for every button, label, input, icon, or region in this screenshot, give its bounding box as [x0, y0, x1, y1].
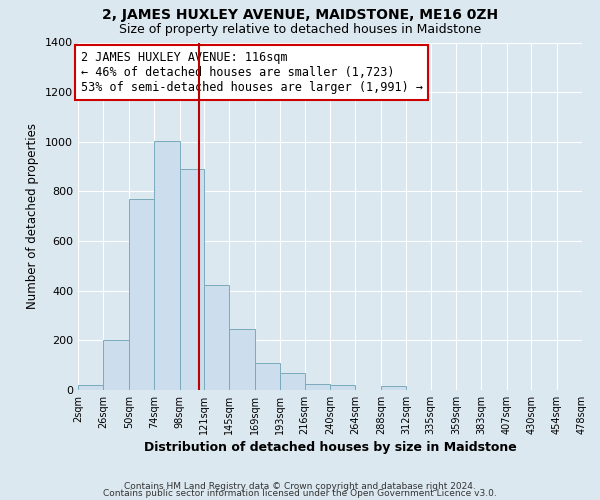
Bar	[129, 199, 154, 390]
X-axis label: Distribution of detached houses by size in Maidstone: Distribution of detached houses by size …	[143, 441, 517, 454]
Bar	[179, 169, 204, 390]
Bar	[103, 340, 129, 390]
Bar	[154, 140, 179, 390]
Y-axis label: Number of detached properties: Number of detached properties	[26, 123, 40, 309]
Text: Contains HM Land Registry data © Crown copyright and database right 2024.: Contains HM Land Registry data © Crown c…	[124, 482, 476, 491]
Bar	[280, 372, 305, 390]
Bar	[305, 384, 330, 390]
Bar	[381, 386, 406, 390]
Text: 2 JAMES HUXLEY AVENUE: 116sqm
← 46% of detached houses are smaller (1,723)
53% o: 2 JAMES HUXLEY AVENUE: 116sqm ← 46% of d…	[80, 51, 422, 94]
Bar	[330, 385, 355, 390]
Bar	[204, 284, 229, 390]
Bar	[229, 329, 255, 390]
Bar	[78, 385, 103, 390]
Text: Contains public sector information licensed under the Open Government Licence v3: Contains public sector information licen…	[103, 489, 497, 498]
Text: 2, JAMES HUXLEY AVENUE, MAIDSTONE, ME16 0ZH: 2, JAMES HUXLEY AVENUE, MAIDSTONE, ME16 …	[102, 8, 498, 22]
Text: Size of property relative to detached houses in Maidstone: Size of property relative to detached ho…	[119, 22, 481, 36]
Bar	[255, 362, 280, 390]
